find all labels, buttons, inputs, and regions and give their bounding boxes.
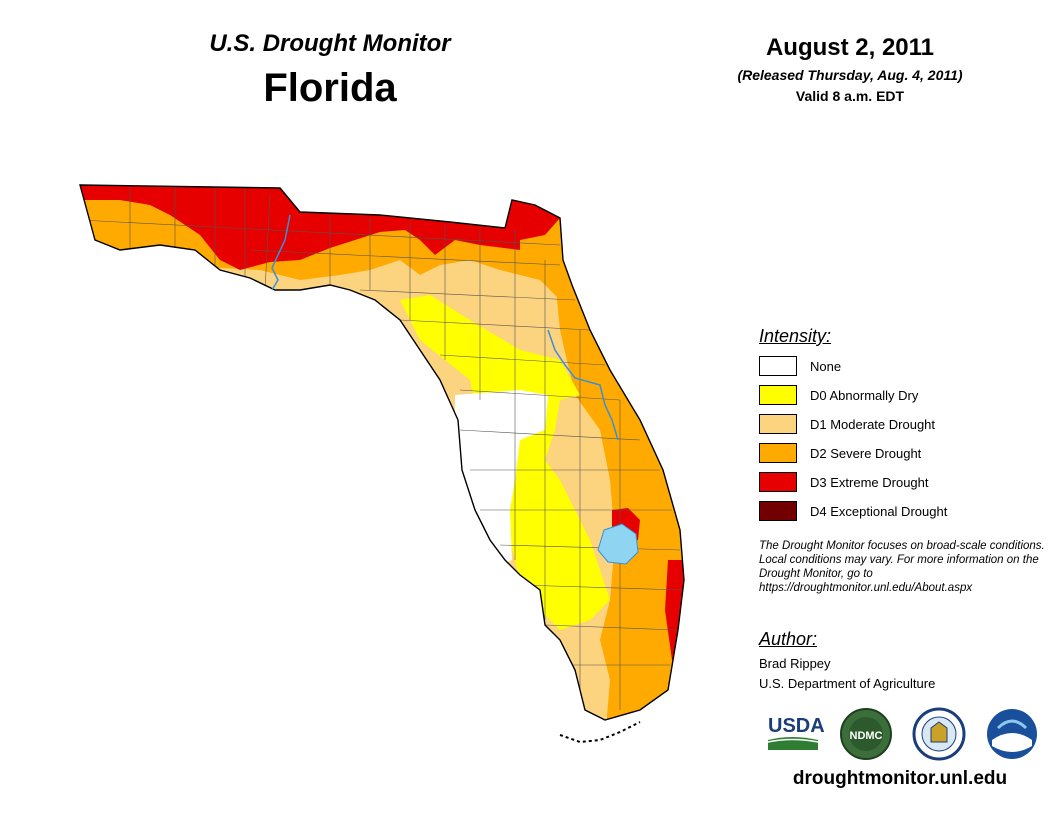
legend-item-d1: D1 Moderate Drought — [759, 413, 935, 435]
legend-label: D0 Abnormally Dry — [810, 387, 919, 403]
disclaimer-note: The Drought Monitor focuses on broad-sca… — [759, 540, 1045, 594]
valid-time: Valid 8 a.m. EDT — [795, 88, 905, 104]
county-lines — [80, 185, 683, 710]
state-title: Florida — [263, 66, 397, 110]
legend-swatch-none — [759, 356, 797, 376]
noaa-logo — [987, 709, 1037, 759]
ndmc-logo: NDMC — [840, 708, 892, 760]
ndmc-logo-text: NDMC — [850, 730, 883, 742]
legend-swatch-d4 — [759, 501, 797, 521]
author-name: Brad Rippey — [759, 656, 831, 671]
apalachicola-river — [271, 214, 291, 291]
legend-item-d2: D2 Severe Drought — [759, 442, 921, 464]
legend-swatch-d1 — [759, 414, 797, 434]
legend-item-d4: D4 Exceptional Drought — [759, 500, 947, 522]
legend-item-none: None — [759, 355, 841, 377]
legend-label: D2 Severe Drought — [810, 445, 922, 461]
st-johns-river — [547, 329, 619, 441]
legend-label: None — [810, 358, 842, 374]
drought-regions — [80, 185, 684, 720]
author-organization: U.S. Department of Agriculture — [759, 676, 936, 691]
partner-logos: USDA NDMC — [767, 707, 1037, 761]
commerce-seal — [912, 707, 966, 761]
legend-label: D3 Extreme Drought — [810, 474, 929, 490]
usda-logo: USDA — [767, 715, 825, 750]
state-outline — [79, 184, 685, 721]
map-date: August 2, 2011 — [765, 34, 935, 61]
author-title: Author: — [759, 629, 818, 649]
usda-logo-text: USDA — [768, 715, 825, 737]
legend-label: D1 Moderate Drought — [810, 416, 936, 432]
monitor-title: U.S. Drought Monitor — [209, 30, 451, 57]
website-url: droughtmonitor.unl.edu — [792, 768, 1008, 789]
legend-swatch-d3 — [759, 472, 797, 492]
florida-keys — [559, 721, 641, 744]
legend-label: D4 Exceptional Drought — [810, 503, 948, 519]
legend-swatch-d0 — [759, 385, 797, 405]
legend-item-d3: D3 Extreme Drought — [759, 471, 929, 493]
legend-item-d0: D0 Abnormally Dry — [759, 384, 918, 406]
lake-okeechobee — [597, 523, 639, 565]
legend-title: Intensity: — [759, 326, 832, 346]
legend-swatch-d2 — [759, 443, 797, 463]
release-date: (Released Thursday, Aug. 4, 2011) — [737, 67, 963, 83]
